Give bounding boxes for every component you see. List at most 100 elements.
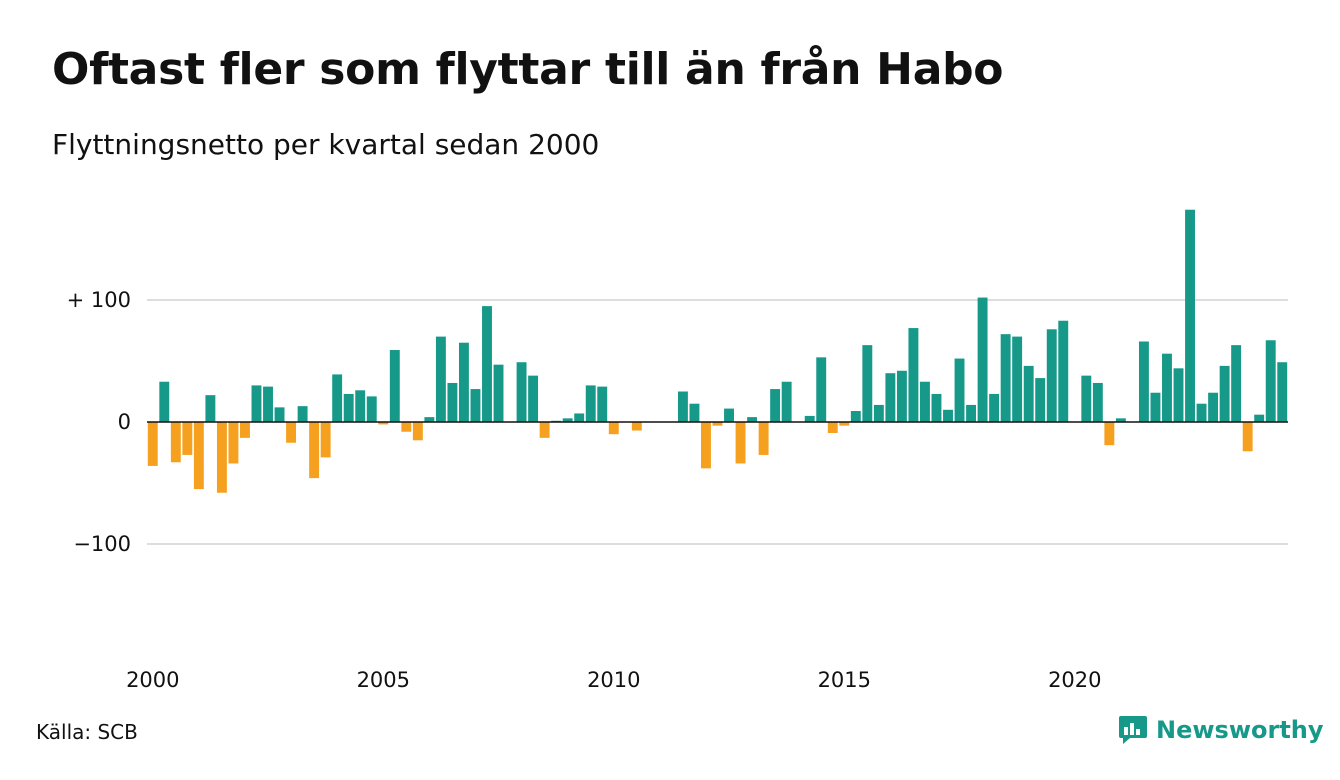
bar xyxy=(1196,403,1207,422)
bar xyxy=(585,385,596,422)
bar xyxy=(1265,340,1276,422)
bar xyxy=(816,357,827,422)
bar xyxy=(677,391,688,422)
bar xyxy=(297,406,308,422)
bar xyxy=(597,386,608,422)
bar xyxy=(274,407,285,422)
bar xyxy=(804,415,815,422)
brand-name: Newsworthy xyxy=(1156,716,1324,744)
bar xyxy=(193,422,204,490)
x-tick-label: 2005 xyxy=(357,668,410,692)
bar xyxy=(1150,392,1161,422)
bar xyxy=(758,422,769,455)
x-tick-label: 2020 xyxy=(1048,668,1101,692)
bar xyxy=(366,396,377,422)
bar xyxy=(159,381,170,422)
bar xyxy=(263,386,273,422)
bars-layer xyxy=(147,209,1288,493)
bar xyxy=(920,381,930,422)
bar xyxy=(470,389,481,422)
bar xyxy=(608,422,619,435)
y-tick-label: + 100 xyxy=(67,288,131,312)
bar xyxy=(216,422,227,493)
bar xyxy=(309,422,320,479)
bar xyxy=(1173,368,1184,422)
chart-subtitle: Flyttningsnetto per kvartal sedan 2000 xyxy=(52,128,600,161)
bar xyxy=(240,422,250,438)
bar xyxy=(1138,341,1149,422)
bar xyxy=(528,375,539,422)
bar xyxy=(631,422,642,431)
bar xyxy=(1081,375,1092,422)
bar xyxy=(170,422,181,463)
bar xyxy=(435,336,446,422)
bar-chart: + 100 0 −100 2000 2005 2010 2015 2020 xyxy=(67,209,1288,692)
x-tick-label: 2000 xyxy=(126,668,179,692)
bar xyxy=(896,370,907,422)
bar xyxy=(493,364,504,422)
bar xyxy=(827,422,838,433)
bar xyxy=(343,393,354,422)
grid-layer xyxy=(147,299,1288,545)
bar xyxy=(908,328,919,422)
source-note: Källa: SCB xyxy=(36,720,138,744)
bar xyxy=(943,409,953,422)
bar xyxy=(424,417,435,422)
y-tick-labels: + 100 0 −100 xyxy=(67,288,131,556)
bar xyxy=(977,297,988,422)
bar xyxy=(1104,422,1115,446)
bar xyxy=(286,422,297,443)
bar xyxy=(747,417,758,422)
bar xyxy=(574,413,585,422)
bar-chart-logo-icon xyxy=(1119,716,1147,744)
bar xyxy=(1219,365,1230,422)
bar xyxy=(447,382,458,422)
bar xyxy=(458,342,469,422)
x-tick-label: 2010 xyxy=(587,668,640,692)
bar xyxy=(562,418,573,422)
bar xyxy=(1092,382,1103,422)
bar xyxy=(712,422,723,426)
bar xyxy=(770,389,781,422)
bar xyxy=(1046,329,1057,422)
bar xyxy=(850,411,861,422)
bar xyxy=(839,422,850,426)
bar xyxy=(228,422,239,464)
bar xyxy=(1035,378,1046,422)
bar xyxy=(689,403,700,422)
bar xyxy=(1231,345,1242,422)
bar xyxy=(1208,392,1219,422)
bar xyxy=(724,408,734,422)
bar xyxy=(966,404,977,422)
bar xyxy=(1185,209,1195,422)
bar xyxy=(1277,362,1288,422)
bar xyxy=(1242,422,1253,452)
bar xyxy=(389,350,400,422)
bar xyxy=(1012,336,1023,422)
bar xyxy=(931,393,942,422)
bar xyxy=(205,395,216,422)
bar xyxy=(781,381,792,422)
bar xyxy=(1254,414,1265,422)
bar xyxy=(401,422,412,432)
bar xyxy=(516,362,527,422)
chart-title: Oftast fler som flyttar till än från Hab… xyxy=(52,44,1004,95)
y-tick-label: 0 xyxy=(118,410,131,434)
x-tick-label: 2015 xyxy=(818,668,871,692)
y-tick-label: −100 xyxy=(73,532,131,556)
bar xyxy=(1000,334,1011,422)
bar xyxy=(412,422,423,441)
bar xyxy=(332,374,343,422)
bar xyxy=(378,422,389,425)
bar xyxy=(873,404,884,422)
bar xyxy=(539,422,550,438)
bar xyxy=(1115,418,1126,422)
bar xyxy=(1162,353,1172,422)
x-tick-labels: 2000 2005 2010 2015 2020 xyxy=(126,668,1101,692)
bar xyxy=(885,373,896,422)
brand-logo: Newsworthy xyxy=(1118,714,1324,746)
bar xyxy=(989,393,1000,422)
bar xyxy=(147,422,158,466)
bar xyxy=(954,358,965,422)
bar xyxy=(482,306,492,422)
